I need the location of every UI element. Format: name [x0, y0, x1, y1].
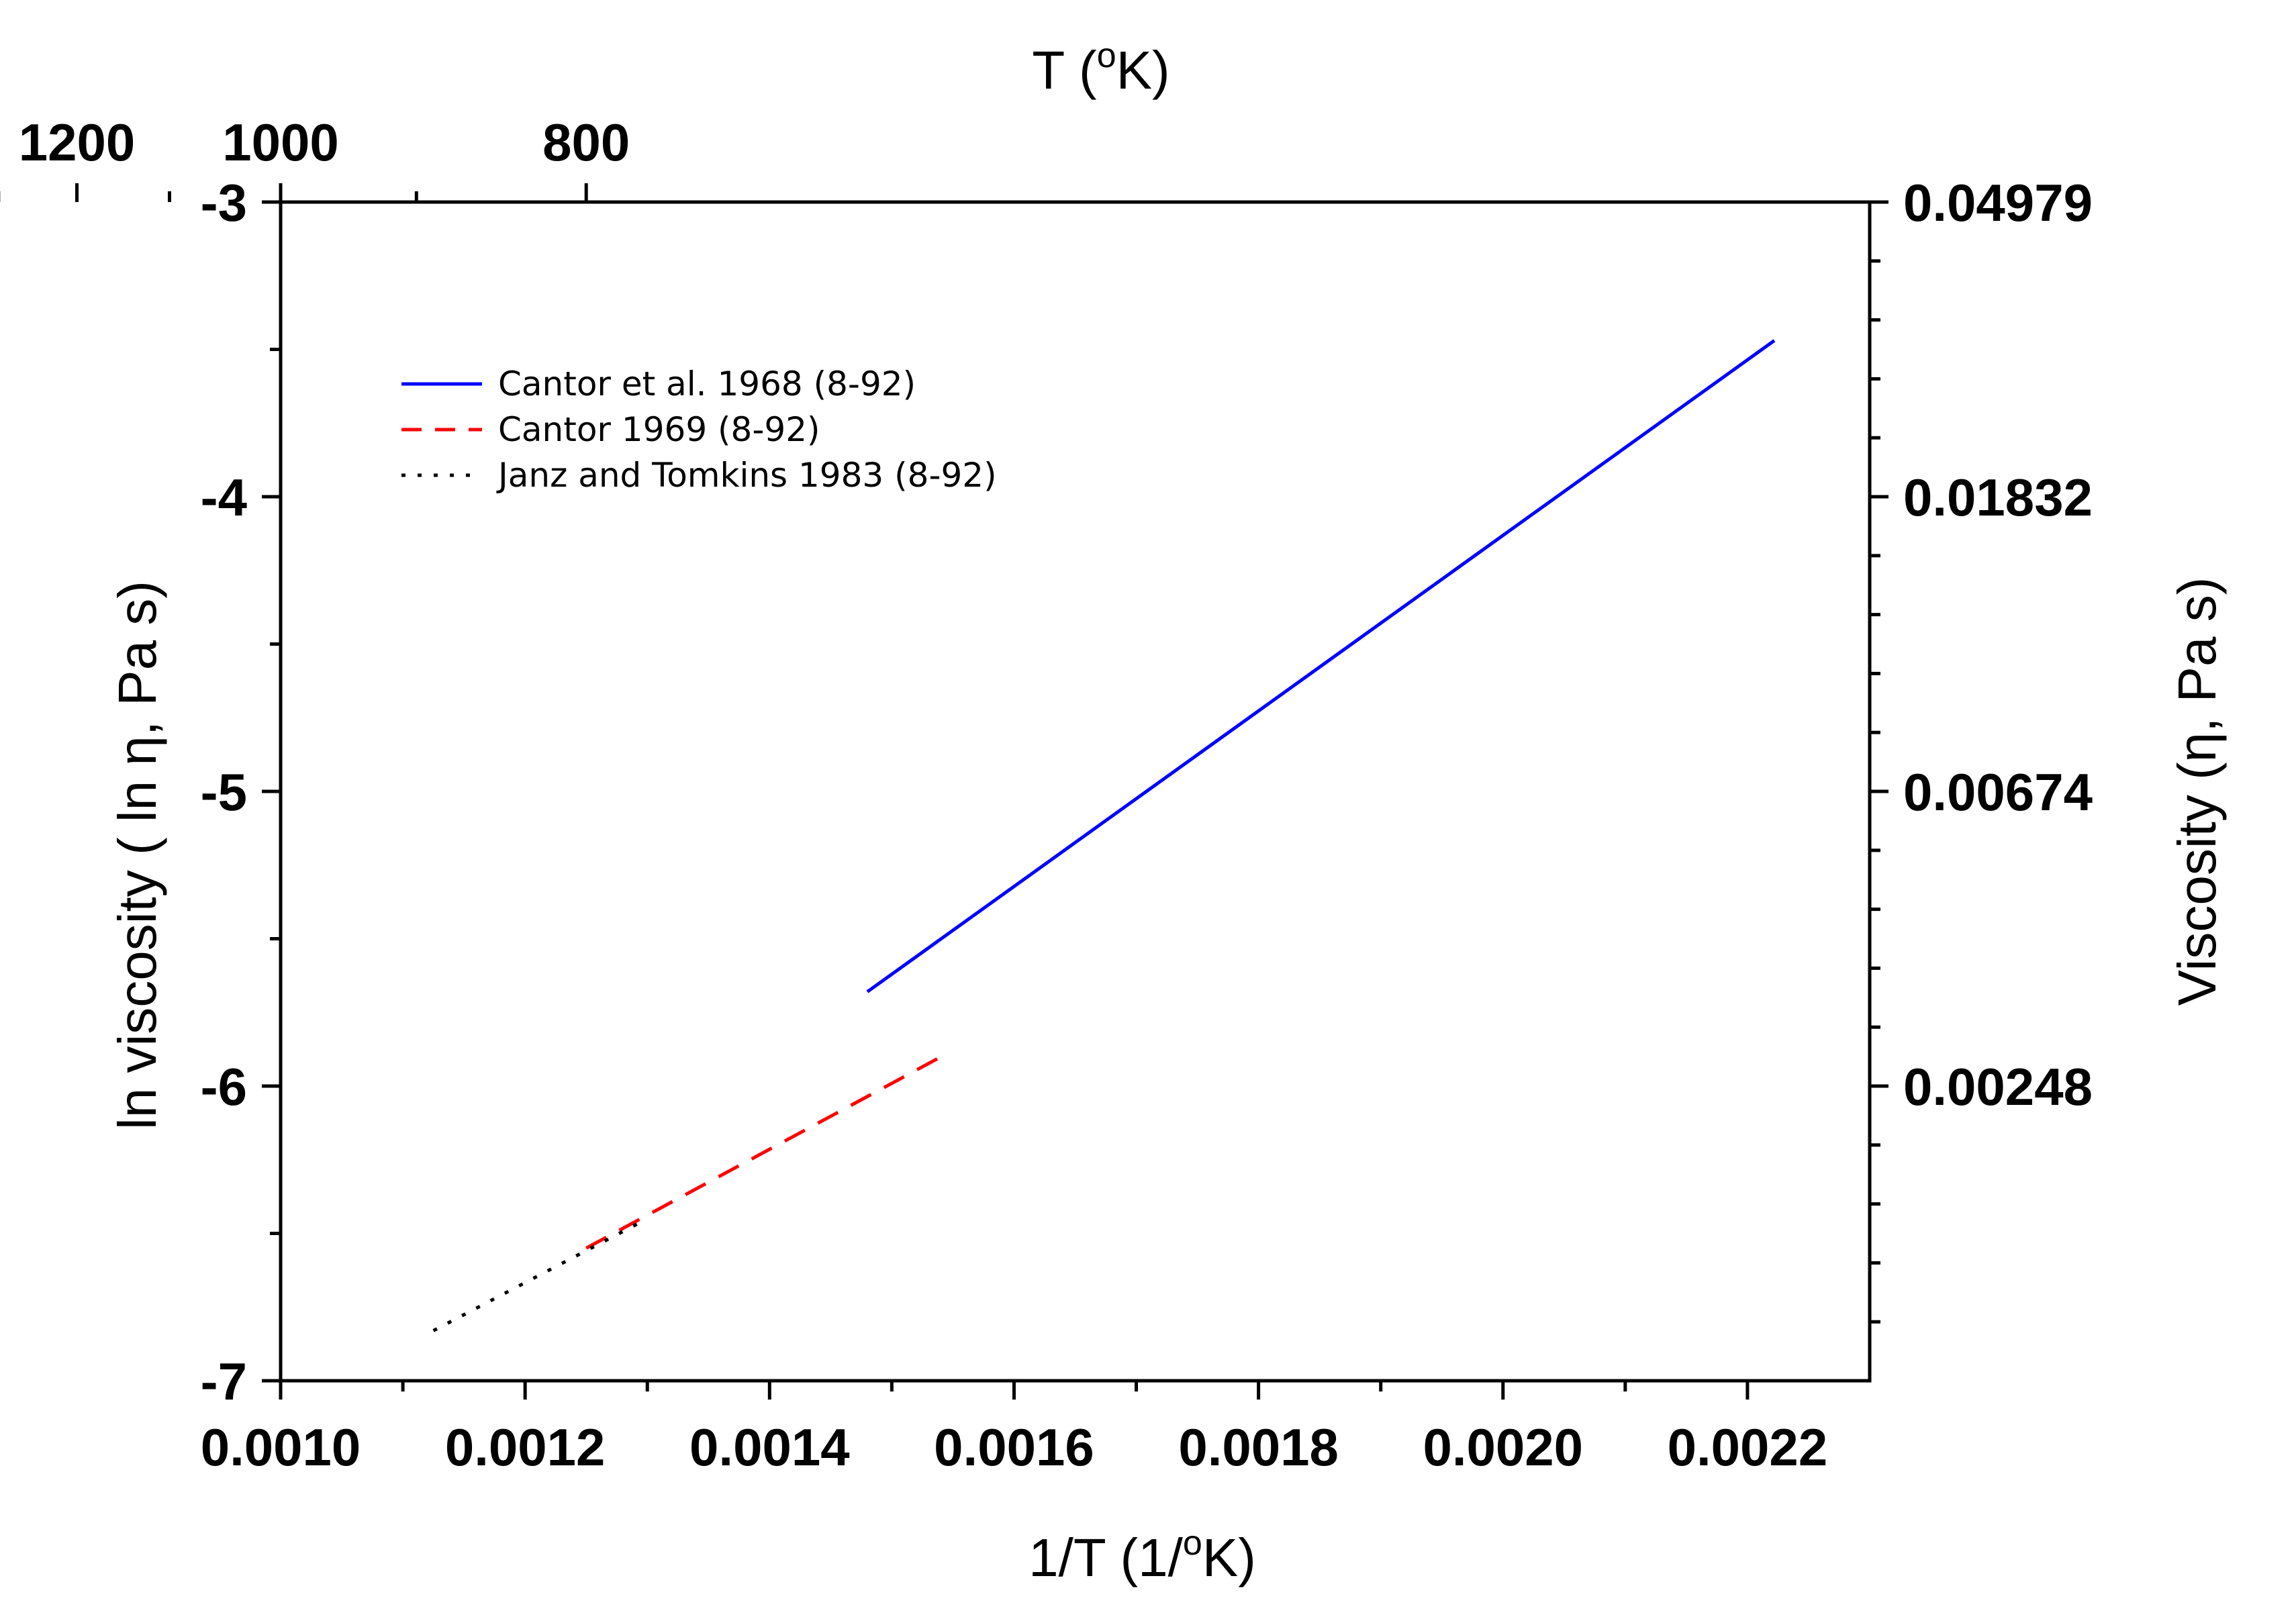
x-top-tick-label: 1200: [19, 113, 136, 172]
y-right-tick-label: 0.04979: [1903, 173, 2093, 232]
x-top-axis-title: T (oK): [1032, 36, 1169, 100]
y-left-axis-title: ln viscosity ( ln η, Pa s): [107, 581, 167, 1130]
legend-label: Janz and Tomkins 1983 (8-92): [496, 456, 997, 495]
x-bottom-tick-label: 0.0020: [1423, 1418, 1583, 1477]
y-right-axis-title: Viscosity (η, Pa s): [2167, 577, 2227, 1006]
series-line: [585, 1052, 948, 1250]
series-line: [866, 339, 1776, 993]
y-left-tick-label: -5: [201, 763, 247, 822]
x-bottom-tick-label: 0.0014: [689, 1418, 850, 1477]
tick-labels: 0.0010 0.0012 0.0014 0.0016 0.0018 0.0020 0.00…: [19, 113, 2093, 1477]
legend-label: Cantor et al. 1968 (8-92): [498, 364, 916, 403]
y-left-tick-label: -7: [201, 1352, 247, 1411]
axis-ticks: [0, 183, 1888, 1400]
y-left-tick-label: -6: [201, 1057, 247, 1116]
x-top-tick-label: 800: [542, 113, 630, 172]
x-bottom-tick-label: 0.0016: [934, 1418, 1094, 1477]
y-left-tick-label: -4: [201, 468, 247, 527]
x-bottom-tick-label: 0.0018: [1178, 1418, 1339, 1477]
x-bottom-axis-title: 1/T (1/oK): [1029, 1524, 1256, 1587]
y-left-tick-label: -3: [201, 173, 247, 232]
legend: Cantor et al. 1968 (8-92) Cantor 1969 (8-…: [401, 364, 997, 495]
y-right-tick-label: 0.00248: [1903, 1057, 2093, 1116]
x-bottom-tick-label: 0.0010: [201, 1418, 361, 1477]
legend-label: Cantor 1969 (8-92): [498, 410, 820, 449]
plot-frame: [279, 200, 1872, 1383]
axis-titles: 1/T (1/oK) T (oK) ln viscosity ( ln η, Pa …: [107, 36, 2227, 1587]
x-bottom-tick-label: 0.0022: [1668, 1418, 1828, 1477]
x-top-tick-label: 1000: [222, 113, 339, 172]
y-right-tick-label: 0.00674: [1903, 763, 2093, 822]
x-bottom-tick-label: 0.0012: [445, 1418, 606, 1477]
y-right-tick-label: 0.01832: [1903, 468, 2093, 527]
data-series: [432, 339, 1776, 1332]
